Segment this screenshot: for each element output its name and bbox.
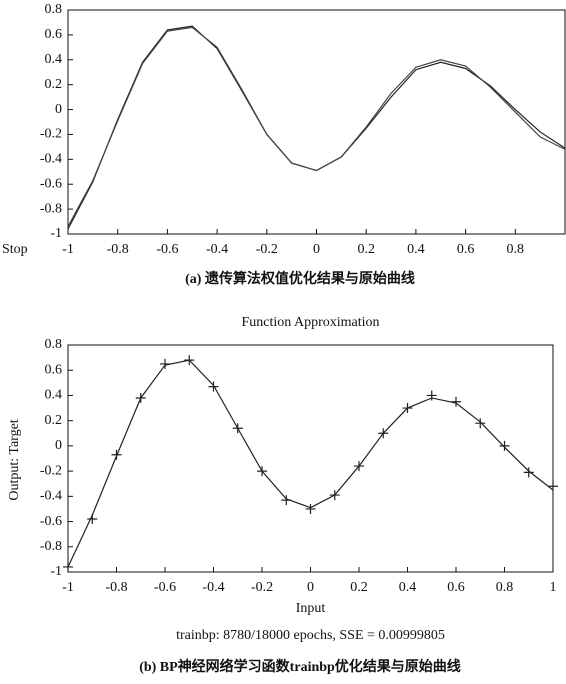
y-tick-label: -0.8 bbox=[40, 201, 62, 216]
plot-frame bbox=[67, 344, 554, 573]
curve bbox=[67, 359, 554, 568]
y-tick-label: 0.6 bbox=[45, 362, 63, 377]
x-tick-label: -0.2 bbox=[256, 242, 278, 257]
plot-frame bbox=[67, 9, 566, 235]
y-tick-label: -0.2 bbox=[40, 463, 62, 478]
y-tick-label: -0.4 bbox=[40, 152, 62, 167]
target-marker bbox=[426, 390, 437, 401]
x-tick-label: -0.2 bbox=[251, 580, 273, 595]
x-tick-label: 0.2 bbox=[357, 242, 375, 257]
target-marker bbox=[499, 440, 510, 451]
x-tick-label: 0.4 bbox=[407, 242, 425, 257]
y-tick-label: 0 bbox=[55, 102, 62, 117]
y-tick-label: 0.8 bbox=[45, 337, 63, 352]
target-marker bbox=[63, 561, 73, 572]
y-tick-label: -1 bbox=[50, 564, 62, 579]
caption: (a) 遗传算法权值优化结果与原始曲线 bbox=[185, 270, 415, 287]
curve bbox=[67, 26, 566, 227]
y-tick-label: -1 bbox=[50, 226, 62, 241]
y-tick-label: -0.4 bbox=[40, 489, 62, 504]
x-tick-label: 0.4 bbox=[399, 580, 417, 595]
y-tick-label: 0.2 bbox=[45, 77, 63, 92]
y-axis-label: Output: Target bbox=[7, 419, 22, 500]
y-tick-label: 0.4 bbox=[45, 388, 63, 403]
x-tick-label: -0.4 bbox=[206, 242, 228, 257]
y-tick-label: -0.8 bbox=[40, 539, 62, 554]
x-tick-label: -1 bbox=[62, 580, 74, 595]
caption: (b) BP神经网络学习函数trainbp优化结果与原始曲线 bbox=[139, 658, 461, 675]
x-tick-label: 0.8 bbox=[496, 580, 514, 595]
x-tick-label: -1 bbox=[62, 242, 74, 257]
x-tick-label: 1 bbox=[550, 580, 557, 595]
y-tick-label: -0.6 bbox=[40, 176, 62, 191]
y-tick-label: -0.6 bbox=[40, 514, 62, 529]
annotation: Stop bbox=[2, 242, 28, 257]
y-tick-label: 0 bbox=[55, 438, 62, 453]
chart-title: Function Approximation bbox=[241, 315, 379, 330]
x-tick-label: 0 bbox=[313, 242, 320, 257]
x-tick-label: 0.6 bbox=[457, 242, 475, 257]
target-marker bbox=[208, 381, 219, 392]
target-marker bbox=[475, 418, 486, 429]
x-tick-label: -0.6 bbox=[154, 580, 176, 595]
target-marker bbox=[523, 467, 534, 478]
x-tick-label: 0.6 bbox=[447, 580, 465, 595]
y-tick-label: 0.2 bbox=[45, 413, 63, 428]
training-note: trainbp: 8780/18000 epochs, SSE = 0.0099… bbox=[176, 628, 445, 643]
x-tick-label: -0.8 bbox=[105, 580, 127, 595]
curve bbox=[67, 25, 566, 230]
x-tick-label: 0.2 bbox=[350, 580, 368, 595]
y-tick-label: 0.6 bbox=[45, 27, 63, 42]
x-axis-label: Input bbox=[296, 601, 326, 616]
target-marker bbox=[305, 503, 316, 514]
x-tick-label: 0 bbox=[307, 580, 314, 595]
y-tick-label: 0.8 bbox=[45, 2, 63, 17]
x-tick-label: -0.4 bbox=[202, 580, 224, 595]
y-tick-label: -0.2 bbox=[40, 127, 62, 142]
y-tick-label: 0.4 bbox=[45, 52, 63, 67]
x-tick-label: 0.8 bbox=[507, 242, 525, 257]
x-tick-label: -0.6 bbox=[156, 242, 178, 257]
x-tick-label: -0.8 bbox=[107, 242, 129, 257]
